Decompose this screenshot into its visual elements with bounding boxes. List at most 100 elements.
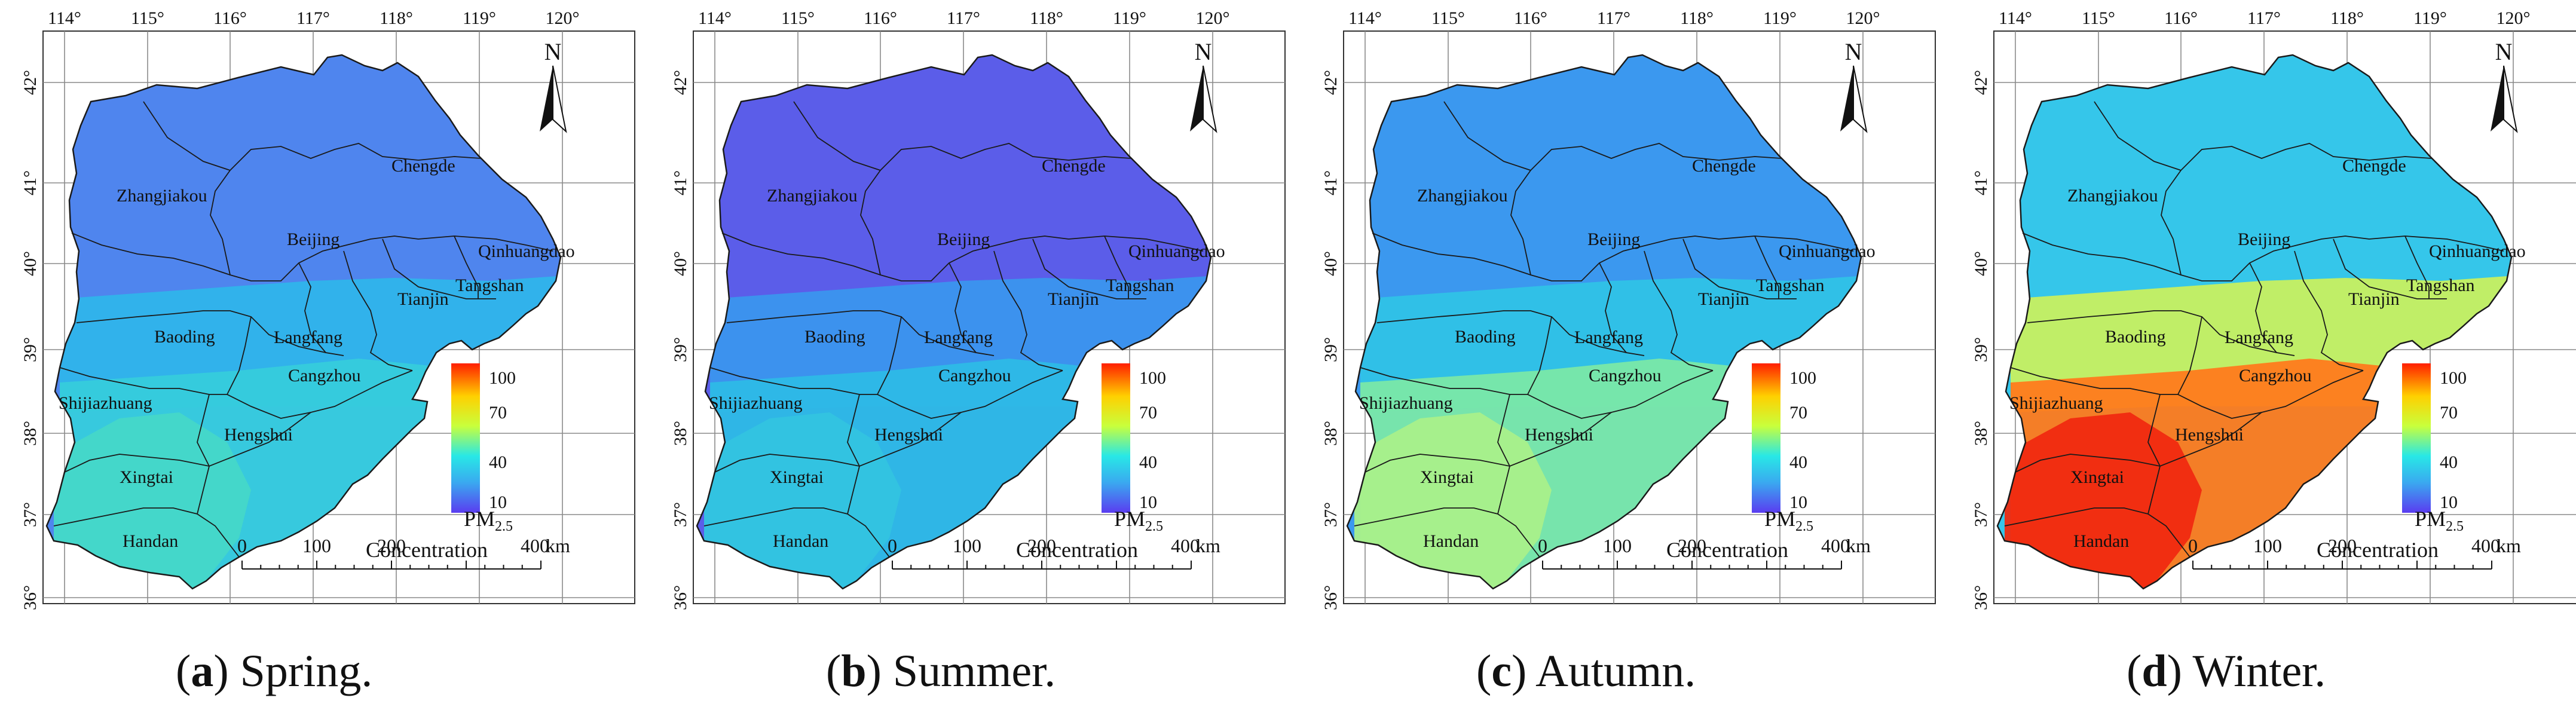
legend-title-line2: Concentration <box>1016 538 1138 562</box>
north-arrow-right <box>1203 65 1217 133</box>
legend-title-line2: Concentration <box>366 538 488 562</box>
prefecture-border <box>880 143 1132 171</box>
prefecture-border <box>847 466 860 515</box>
prefecture-border <box>2249 262 2295 356</box>
legend-colorbar <box>451 363 480 513</box>
prefecture-border <box>298 262 344 356</box>
scale-label: 200 <box>377 535 406 556</box>
lon-label: 118° <box>1680 8 1714 28</box>
legend-tick: 70 <box>489 403 507 423</box>
prefecture-border <box>2094 101 2182 171</box>
lon-label: 115° <box>1431 8 1465 28</box>
prefecture-border <box>721 232 881 276</box>
city-label: Tangshan <box>2406 276 2475 295</box>
prefecture-border <box>1372 232 1531 276</box>
city-label: Beijing <box>2238 229 2290 249</box>
legend-tick: 40 <box>1139 452 1157 472</box>
scale-label: 100 <box>302 535 331 556</box>
lat-label: 37° <box>1971 502 1991 527</box>
lat-label: 40° <box>1321 251 1341 276</box>
prefecture-border <box>197 394 210 467</box>
legend-tick: 40 <box>2440 452 2458 472</box>
prefecture-border <box>2161 170 2504 281</box>
lat-label: 39° <box>1971 337 1991 362</box>
prefecture-border <box>1644 250 1714 371</box>
lon-label: 117° <box>1597 8 1630 28</box>
prefecture-border <box>714 412 962 473</box>
prefecture-border <box>709 367 1063 419</box>
legend-tick: 10 <box>2440 492 2458 512</box>
lon-label: 119° <box>1763 8 1797 28</box>
city-label: Cangzhou <box>1589 366 1662 385</box>
caption-a: (a) Spring. <box>176 646 373 696</box>
city-label: Langfang <box>274 328 342 347</box>
city-label: Hengshui <box>224 425 293 445</box>
region-outline <box>1346 54 1862 590</box>
lon-label: 117° <box>2247 8 2281 28</box>
legend-tick: 100 <box>1789 368 1816 388</box>
city-label: Hengshui <box>2175 425 2244 445</box>
map-panel-autumn: 114° 115° 116° 117° 118° 119° 120° 42° 41° 40° 39°… <box>1321 8 1936 610</box>
map-panel-spring: 114° 115° 116° 117° 118° 119° 120° 42° 41° 40° 39°… <box>20 8 635 610</box>
prefecture-border <box>1527 316 1552 395</box>
city-label: Tianjin <box>397 289 449 309</box>
scale-label: 400 <box>521 535 549 556</box>
lon-label: 116° <box>213 8 247 28</box>
lat-label: 41° <box>1971 170 1991 195</box>
lat-label: 42° <box>20 70 40 95</box>
city-label: Beijing <box>937 229 990 249</box>
lon-label: 120° <box>1846 8 1880 28</box>
lat-label: 38° <box>671 421 690 446</box>
lon-label: 114° <box>1999 8 2032 28</box>
prefecture-border <box>230 143 482 171</box>
lon-label: 120° <box>2497 8 2531 28</box>
scale-label: 200 <box>1678 535 1706 556</box>
lat-label: 40° <box>1971 251 1991 276</box>
lon-label: 116° <box>1514 8 1547 28</box>
caption-d: (d) Winter. <box>2127 646 2326 696</box>
scale-label: 400 <box>1171 535 1200 556</box>
prefecture-border <box>1682 238 1797 299</box>
prefecture-border <box>59 367 413 419</box>
north-label: N <box>2495 38 2513 65</box>
city-label: Tangshan <box>1756 276 1825 295</box>
city-label: Shijiazhuang <box>709 393 803 413</box>
prefecture-border <box>2015 412 2262 473</box>
prefecture-border <box>993 250 1063 371</box>
lon-label: 120° <box>1196 8 1230 28</box>
prefecture-border <box>1376 310 1627 353</box>
city-label: Beijing <box>287 229 339 249</box>
prefecture-border <box>76 310 326 353</box>
city-label: Zhangjiakou <box>2067 186 2158 206</box>
city-label: Chengde <box>391 156 455 176</box>
city-label: Chengde <box>2342 156 2406 176</box>
legend-title: PM2.5 <box>2415 507 2464 534</box>
north-arrow-left <box>2491 66 2504 131</box>
legend-tick: 70 <box>1139 403 1157 423</box>
lon-label: 119° <box>2413 8 2447 28</box>
city-label: Shijiazhuang <box>59 393 152 413</box>
legend-title: PM2.5 <box>1764 507 1813 534</box>
scale-label: 200 <box>1027 535 1056 556</box>
city-label: Tianjin <box>1048 289 1099 309</box>
legend-colorbar <box>1752 363 1780 513</box>
scale-label: 200 <box>2328 535 2357 556</box>
scale-label: 400 <box>2471 535 2500 556</box>
prefecture-border <box>2010 367 2364 419</box>
prefecture-border <box>1365 412 1612 473</box>
prefecture-border <box>2177 316 2202 395</box>
prefecture-border <box>2404 235 2430 299</box>
city-label: Langfang <box>2225 328 2293 347</box>
city-label: Handan <box>773 531 828 551</box>
city-label: Baoding <box>2105 327 2166 347</box>
lon-label: 117° <box>947 8 980 28</box>
prefecture-border <box>2180 143 2433 171</box>
map-panel-summer: 114° 115° 116° 117° 118° 119° 120° 42° 41° 40° 39°… <box>671 8 1286 610</box>
prefecture-border <box>1599 262 1645 356</box>
legend-colorbar <box>2402 363 2431 513</box>
lat-label: 41° <box>1321 170 1341 195</box>
city-label: Shijiazhuang <box>1359 393 1453 413</box>
